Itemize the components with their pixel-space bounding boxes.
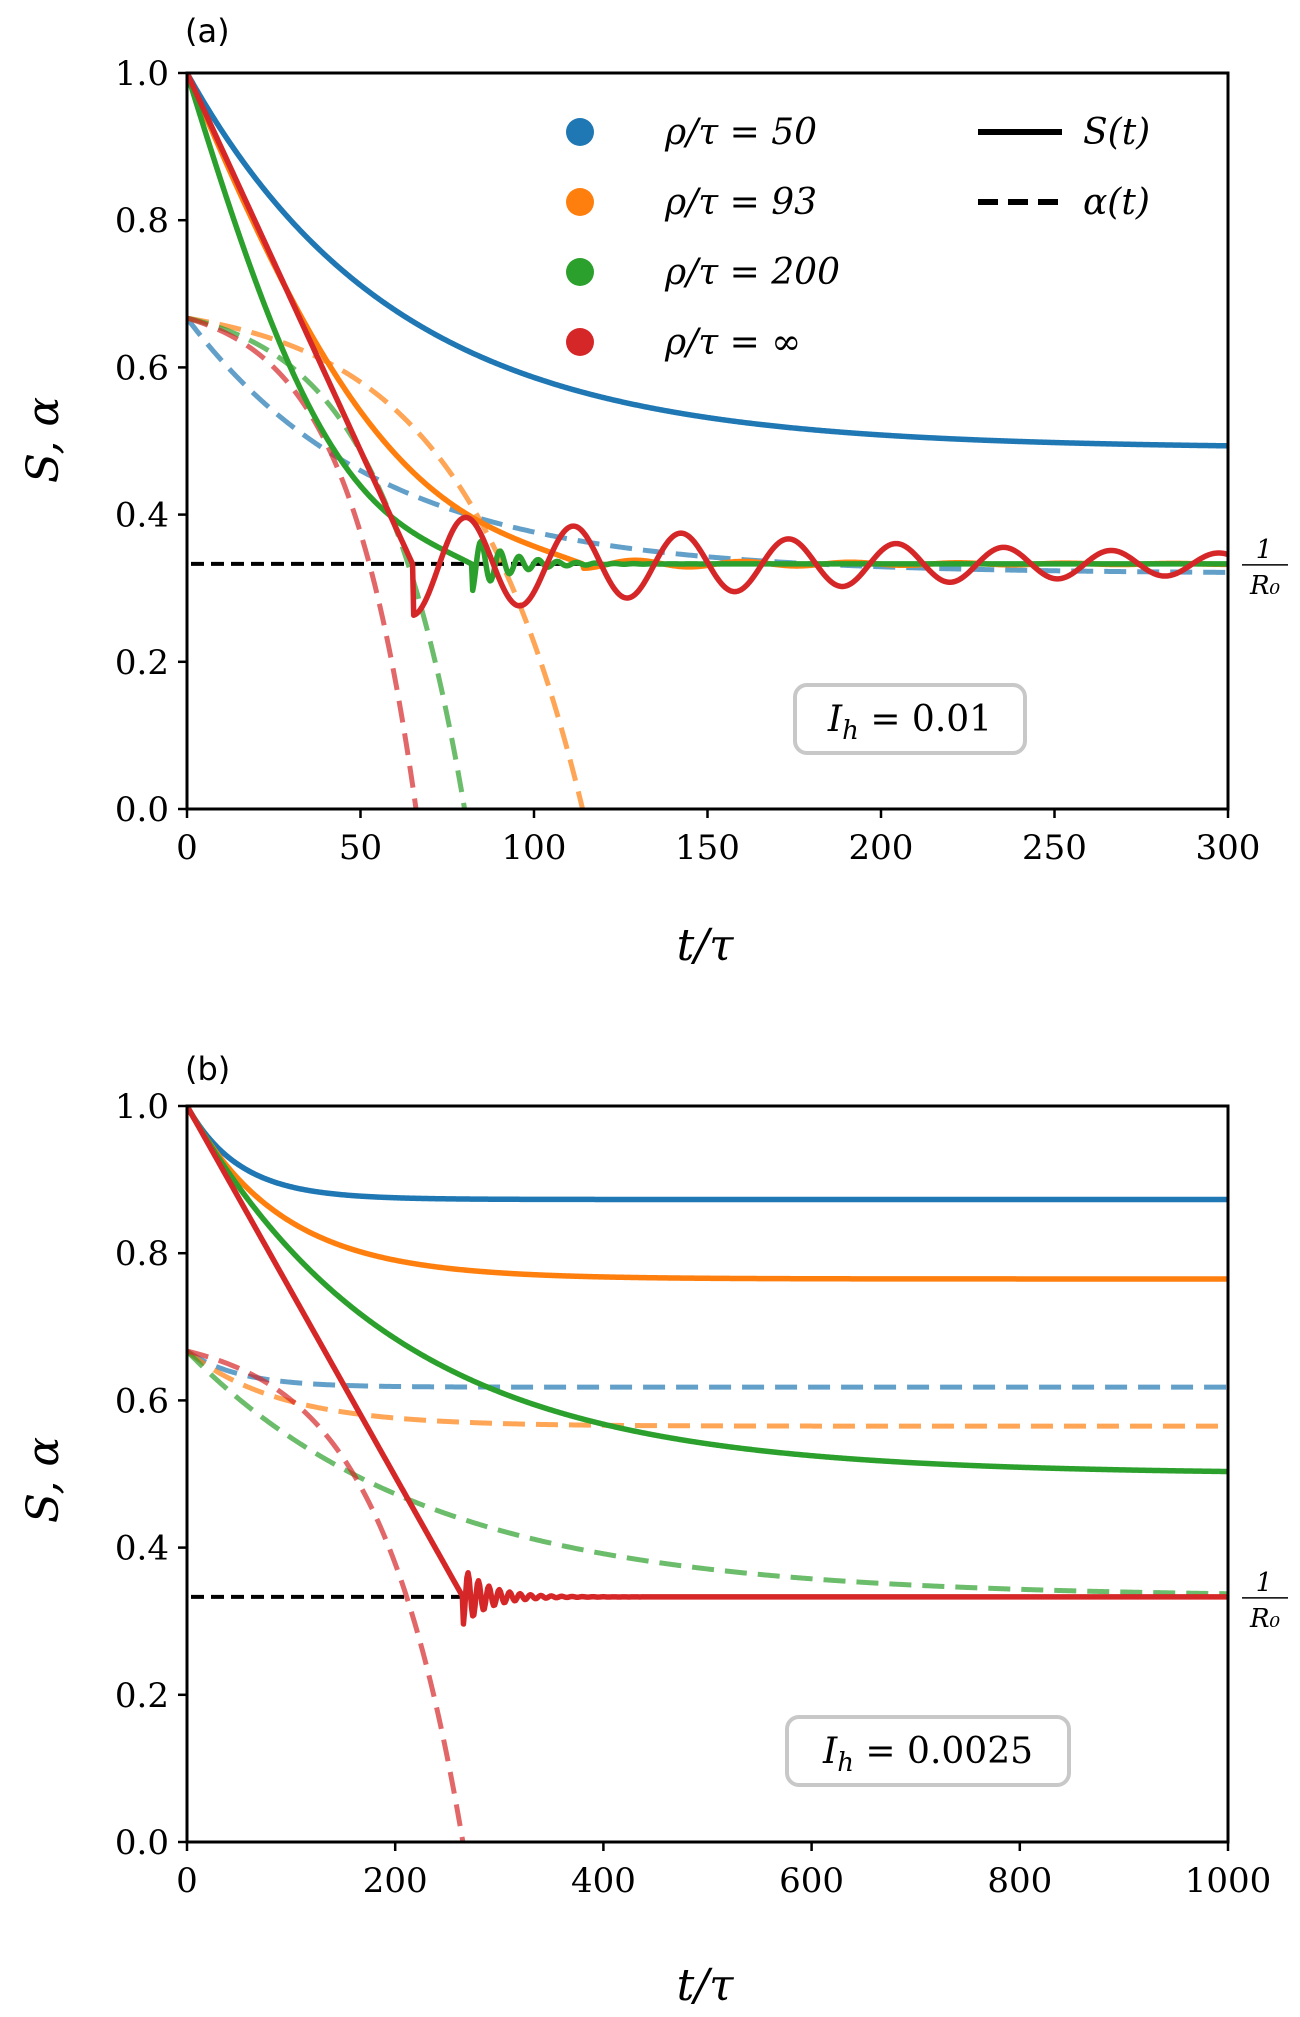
r0-label-denominator: R₀ bbox=[1249, 1604, 1281, 1634]
x-tick-label: 600 bbox=[779, 1861, 844, 1901]
series-orange-S bbox=[187, 1104, 1228, 1282]
y-tick-label: 1.0 bbox=[115, 54, 169, 94]
r0-label-numerator: 1 bbox=[1256, 1568, 1273, 1598]
panel-b: (b) 0 200 400 600 800 1000 0.0 0.2 0.4 0.6 0.8 1.0 1… bbox=[18, 1050, 1288, 2011]
x-tick-label: 300 bbox=[1196, 828, 1261, 868]
x-tick-label: 250 bbox=[1022, 828, 1087, 868]
y-tick-label: 0.0 bbox=[115, 1823, 169, 1863]
plot-area-b: 0 200 400 600 800 1000 0.0 0.2 0.4 0.6 0.8 1.0 1 R₀ Ih… bbox=[115, 1087, 1288, 1901]
series-red-S bbox=[187, 1104, 1228, 1627]
x-tick-label: 800 bbox=[987, 1861, 1052, 1901]
x-tick-label: 400 bbox=[571, 1861, 636, 1901]
legend: ρ/τ = 50 ρ/τ = 93 ρ/τ = 200 ρ/τ = ∞ S(t) α(t) bbox=[566, 112, 1150, 363]
legend-style-label: α(t) bbox=[1083, 182, 1150, 223]
legend-label: ρ/τ = ∞ bbox=[664, 322, 801, 363]
x-tick-label: 0 bbox=[176, 828, 198, 868]
series-blue-alpha bbox=[187, 1349, 1228, 1390]
panel-a: (a) 0 50 100 150 200 250 300 0.0 0.2 0.4 0.6 0.8 1.0… bbox=[18, 12, 1288, 971]
x-tick-label: 150 bbox=[675, 828, 740, 868]
plot-area-a: 0 50 100 150 200 250 300 0.0 0.2 0.4 0.6 0.8 1.0 1 R₀ I… bbox=[115, 54, 1288, 868]
series-red-alpha bbox=[187, 315, 419, 809]
y-tick-label: 0.6 bbox=[115, 1381, 169, 1421]
x-tick-label: 200 bbox=[849, 828, 914, 868]
series-blue-S bbox=[187, 71, 1228, 449]
y-tick-label: 0.4 bbox=[115, 1529, 169, 1569]
y-tick-label: 0.8 bbox=[115, 201, 169, 241]
legend-label: ρ/τ = 93 bbox=[664, 182, 817, 223]
x-tick-label: 0 bbox=[176, 1861, 198, 1901]
annotation-box bbox=[785, 1715, 1071, 1787]
series-red-alpha bbox=[187, 1348, 466, 1842]
annotation-text: Ih = 0.0025 bbox=[822, 1731, 1033, 1778]
annotation-text: Ih = 0.01 bbox=[827, 699, 992, 746]
panel-b-xlabel: t/τ bbox=[677, 1960, 735, 2011]
legend-marker bbox=[566, 328, 594, 356]
legend-marker bbox=[566, 188, 594, 216]
legend-label: ρ/τ = 200 bbox=[664, 252, 840, 293]
series-green-alpha bbox=[187, 315, 468, 809]
panel-b-label: (b) bbox=[185, 1050, 230, 1088]
r0-label-denominator: R₀ bbox=[1249, 571, 1281, 601]
legend-label: ρ/τ = 50 bbox=[664, 112, 817, 153]
axes-frame bbox=[185, 1104, 1230, 1844]
x-tick-label: 1000 bbox=[1185, 1861, 1272, 1901]
series-red-S bbox=[187, 71, 1228, 618]
y-tick-label: 0.2 bbox=[115, 1676, 169, 1716]
panel-a-label: (a) bbox=[185, 12, 230, 50]
series-green-S bbox=[187, 1104, 1228, 1475]
legend-marker bbox=[566, 118, 594, 146]
annotation-box bbox=[793, 683, 1027, 755]
panel-a-ylabel: S, α bbox=[18, 397, 69, 483]
series-green-alpha bbox=[187, 1349, 1228, 1597]
r0-label-numerator: 1 bbox=[1256, 535, 1273, 565]
y-tick-label: 0.0 bbox=[115, 790, 169, 830]
y-tick-label: 0.4 bbox=[115, 496, 169, 536]
series-blue-alpha bbox=[187, 316, 1228, 575]
y-tick-label: 1.0 bbox=[115, 1087, 169, 1127]
legend-marker bbox=[566, 258, 594, 286]
x-tick-label: 100 bbox=[502, 828, 567, 868]
y-tick-label: 0.8 bbox=[115, 1234, 169, 1274]
y-tick-label: 0.6 bbox=[115, 348, 169, 388]
y-tick-label: 0.2 bbox=[115, 643, 169, 683]
series-orange-alpha bbox=[187, 315, 586, 809]
x-tick-label: 50 bbox=[339, 828, 382, 868]
x-tick-label: 200 bbox=[363, 1861, 428, 1901]
series-orange-alpha bbox=[187, 1349, 1228, 1429]
series-blue-S bbox=[187, 1104, 1228, 1203]
panel-b-ylabel: S, α bbox=[18, 1437, 69, 1523]
legend-style-label: S(t) bbox=[1083, 112, 1150, 153]
panel-a-xlabel: t/τ bbox=[677, 920, 735, 971]
